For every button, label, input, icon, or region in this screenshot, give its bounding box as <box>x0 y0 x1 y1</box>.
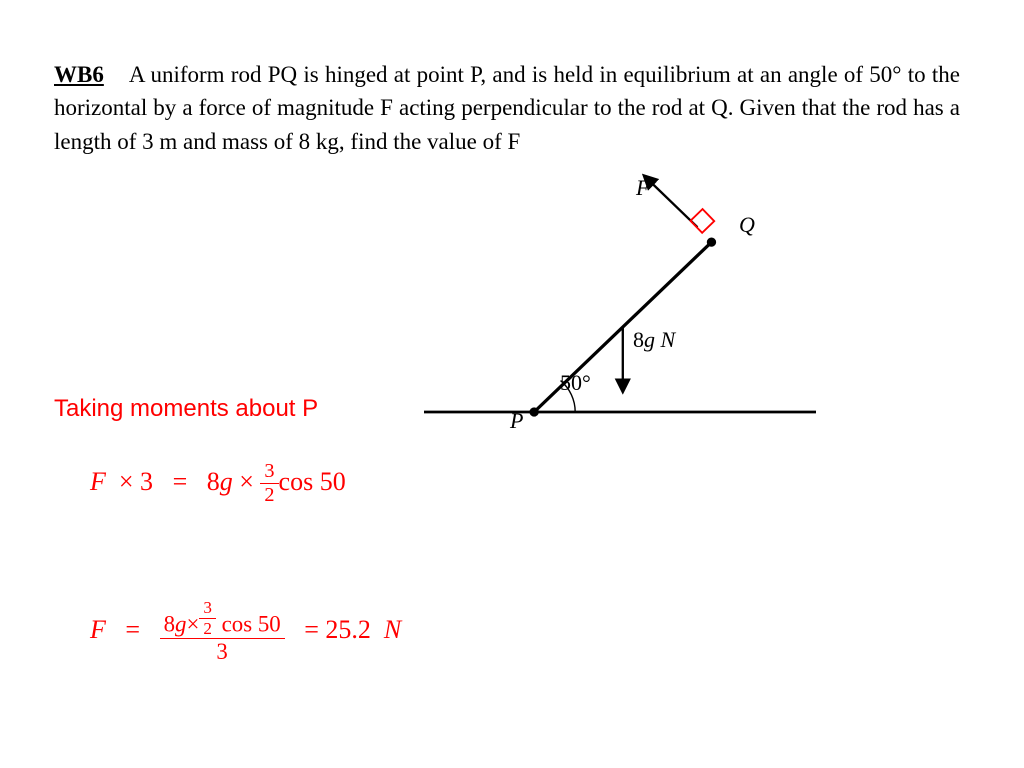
label-q: Q <box>739 212 755 238</box>
problem-body: A uniform rod PQ is hinged at point P, a… <box>54 62 960 154</box>
equation-2: F = 8g×32 cos 50 3 = 25.2 N <box>90 598 401 666</box>
perpendicular-marker <box>690 209 714 233</box>
problem-statement: WB6 A uniform rod PQ is hinged at point … <box>54 58 960 158</box>
force-diagram: F Q 8g N 50° P <box>400 160 840 440</box>
problem-label: WB6 <box>54 62 104 87</box>
eq2-result: = 25.2 N <box>304 615 401 644</box>
eq1-fraction: 3 2 <box>260 460 278 508</box>
moments-heading: Taking moments about P <box>54 395 318 423</box>
label-weight: 8g N <box>633 327 675 353</box>
eq2-lhs-var: F <box>90 615 106 644</box>
equation-1: F × 3 = 8g × 3 2 cos 50 <box>90 460 346 508</box>
eq1-lhs-times: × 3 <box>119 467 153 496</box>
eq2-eq: = <box>125 615 140 644</box>
point-q <box>707 237 716 246</box>
eq1-lhs-var: F <box>90 467 106 496</box>
force-f-arrow <box>644 176 697 227</box>
label-angle: 50° <box>560 370 591 396</box>
eq1-trig: cos 50 <box>279 467 346 496</box>
eq1-eq: = <box>173 467 188 496</box>
eq2-fraction: 8g×32 cos 50 3 <box>160 598 285 666</box>
label-p: P <box>510 408 523 434</box>
point-p <box>529 407 538 416</box>
label-f: F <box>636 175 649 201</box>
diagram-svg <box>400 160 840 440</box>
